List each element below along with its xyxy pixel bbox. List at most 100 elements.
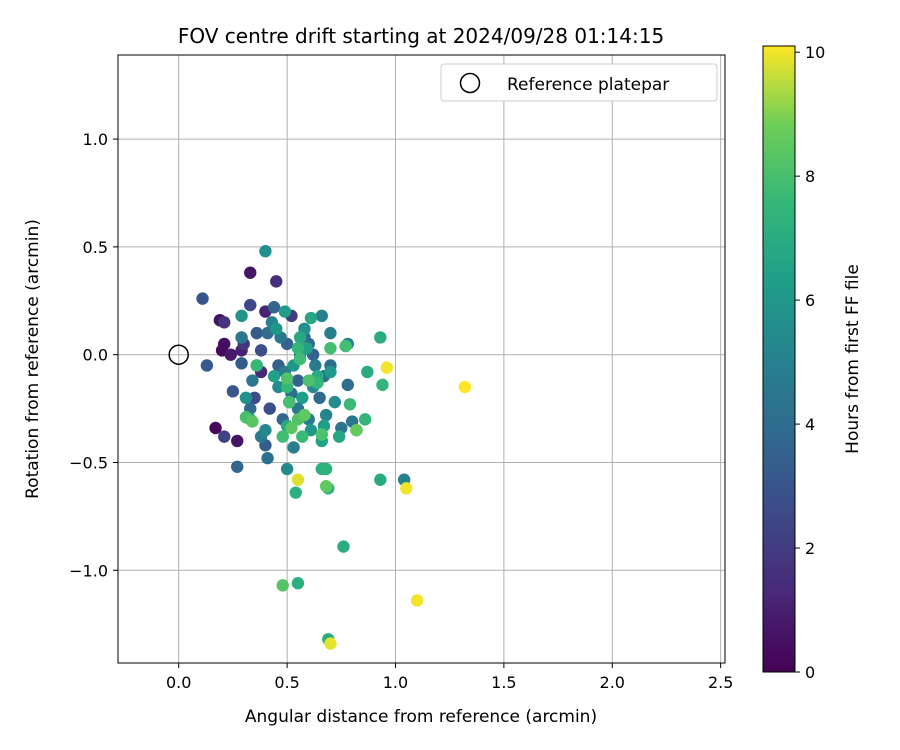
chart-title: FOV centre drift starting at 2024/09/28 … (178, 24, 664, 48)
data-point-15 (244, 298, 257, 312)
x-tick-label-1: 0.5 (274, 673, 299, 692)
data-point-103 (280, 380, 294, 394)
data-point-108 (324, 342, 337, 355)
data-point-68 (235, 309, 248, 323)
data-point-21 (200, 359, 214, 372)
data-point-55 (315, 309, 328, 323)
data-point-100 (291, 342, 305, 355)
data-point-18 (263, 402, 276, 415)
legend-box (440, 63, 718, 102)
data-point-27 (291, 374, 305, 387)
data-point-52 (324, 326, 337, 340)
data-point-64 (272, 380, 285, 394)
data-point-67 (239, 391, 253, 405)
data-point-59 (319, 408, 333, 422)
data-point-89 (374, 331, 387, 344)
data-point-5 (244, 266, 257, 279)
data-point-60 (259, 423, 272, 437)
data-point-47 (309, 359, 322, 372)
data-point-107 (293, 352, 307, 366)
data-point-4 (231, 434, 244, 448)
data-point-117 (246, 415, 259, 428)
legend-entry-label: Reference platepar (507, 75, 669, 95)
data-point-48 (235, 331, 248, 344)
data-point-29 (231, 460, 244, 474)
colorbar-tick-label-2: 4 (805, 415, 815, 434)
data-point-98 (358, 413, 372, 426)
data-point-116 (276, 579, 289, 592)
data-point-109 (339, 339, 352, 353)
x-axis-ticks: 0.0 0.5 1.0 1.5 2.0 2.5 (166, 663, 733, 692)
y-tick-label-4: −1.0 (69, 561, 108, 580)
colorbar-tick-label-1: 2 (805, 539, 815, 558)
data-point-0 (209, 421, 222, 435)
data-point-22 (235, 357, 248, 370)
data-point-102 (250, 359, 263, 372)
data-point-124 (400, 482, 413, 495)
data-point-30 (267, 301, 281, 314)
data-point-23 (250, 326, 263, 340)
data-point-33 (313, 391, 326, 405)
data-point-127 (458, 380, 472, 394)
data-point-78 (267, 370, 281, 383)
data-point-11 (218, 316, 231, 329)
data-point-2 (218, 337, 231, 351)
data-point-84 (332, 430, 346, 443)
data-point-104 (296, 430, 309, 443)
data-point-69 (270, 322, 283, 336)
reference-platepar-marker (168, 344, 189, 365)
colorbar-tick-label-3: 6 (805, 291, 815, 310)
data-point-50 (287, 441, 300, 454)
colorbar-tick-label-4: 8 (805, 167, 815, 186)
legend: Reference platepar (440, 63, 718, 102)
data-point-10 (270, 275, 283, 288)
data-point-114 (280, 372, 294, 385)
data-point-125 (410, 594, 424, 607)
colorbar-ticks: 0 2 4 6 8 10 (795, 43, 825, 682)
colorbar-tick-label-5: 10 (805, 43, 825, 62)
data-point-99 (376, 378, 389, 392)
y-tick-label-0: 1.0 (83, 130, 108, 149)
data-point-63 (328, 395, 341, 409)
data-point-6 (224, 348, 237, 361)
data-point-19 (226, 385, 240, 398)
data-point-94 (289, 486, 302, 499)
data-point-113 (302, 374, 315, 387)
grid-lines (118, 55, 725, 663)
data-point-122 (291, 473, 305, 486)
data-point-66 (259, 244, 272, 258)
y-axis-ticks: 1.0 0.5 0.0 −0.5 −1.0 (69, 130, 118, 580)
data-point-105 (343, 398, 357, 411)
data-point-123 (324, 637, 337, 650)
data-point-121 (350, 423, 363, 437)
data-point-71 (304, 423, 318, 437)
data-point-120 (298, 408, 311, 422)
data-point-92 (291, 577, 305, 590)
data-point-72 (324, 365, 337, 379)
data-point-91 (337, 540, 350, 553)
data-point-111 (283, 395, 296, 409)
data-point-106 (276, 430, 289, 443)
data-point-44 (246, 374, 259, 387)
x-tick-label-2: 1.0 (383, 673, 408, 692)
data-point-74 (278, 305, 292, 318)
colorbar-label: Hours from first FF file (843, 264, 863, 454)
data-point-96 (319, 462, 333, 476)
data-point-16 (248, 391, 261, 405)
data-points (196, 244, 472, 650)
data-point-119 (319, 480, 333, 493)
x-tick-label-5: 2.5 (708, 673, 733, 692)
data-point-61 (280, 462, 294, 476)
data-point-83 (304, 311, 318, 325)
data-point-126 (380, 361, 394, 374)
plot-frame (117, 54, 726, 664)
data-point-38 (341, 378, 354, 392)
data-point-75 (296, 391, 309, 405)
x-tick-label-0: 0.0 (166, 673, 191, 692)
legend-marker-icon (459, 72, 481, 94)
data-point-79 (300, 342, 313, 355)
y-axis-label: Rotation from reference (arcmin) (23, 219, 43, 499)
data-point-118 (285, 421, 298, 435)
colorbar: 0 2 4 6 8 10 Hours from first FF file (762, 43, 863, 682)
